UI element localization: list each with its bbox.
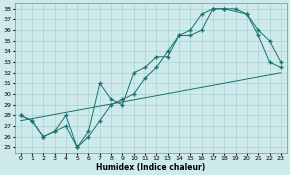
X-axis label: Humidex (Indice chaleur): Humidex (Indice chaleur): [96, 163, 205, 172]
